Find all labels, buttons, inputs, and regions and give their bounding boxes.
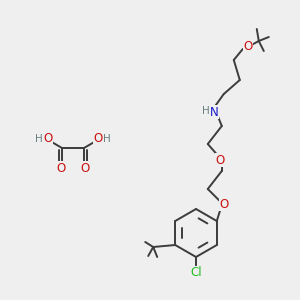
Text: O: O [215,154,224,166]
Text: H: H [103,134,111,144]
Text: H: H [202,106,210,116]
Text: O: O [93,133,103,146]
Text: H: H [35,134,43,144]
Text: O: O [80,161,90,175]
Text: Cl: Cl [190,266,202,280]
Text: O: O [44,133,52,146]
Text: O: O [219,197,228,211]
Text: N: N [209,106,218,118]
Text: O: O [56,161,66,175]
Text: O: O [243,40,252,53]
